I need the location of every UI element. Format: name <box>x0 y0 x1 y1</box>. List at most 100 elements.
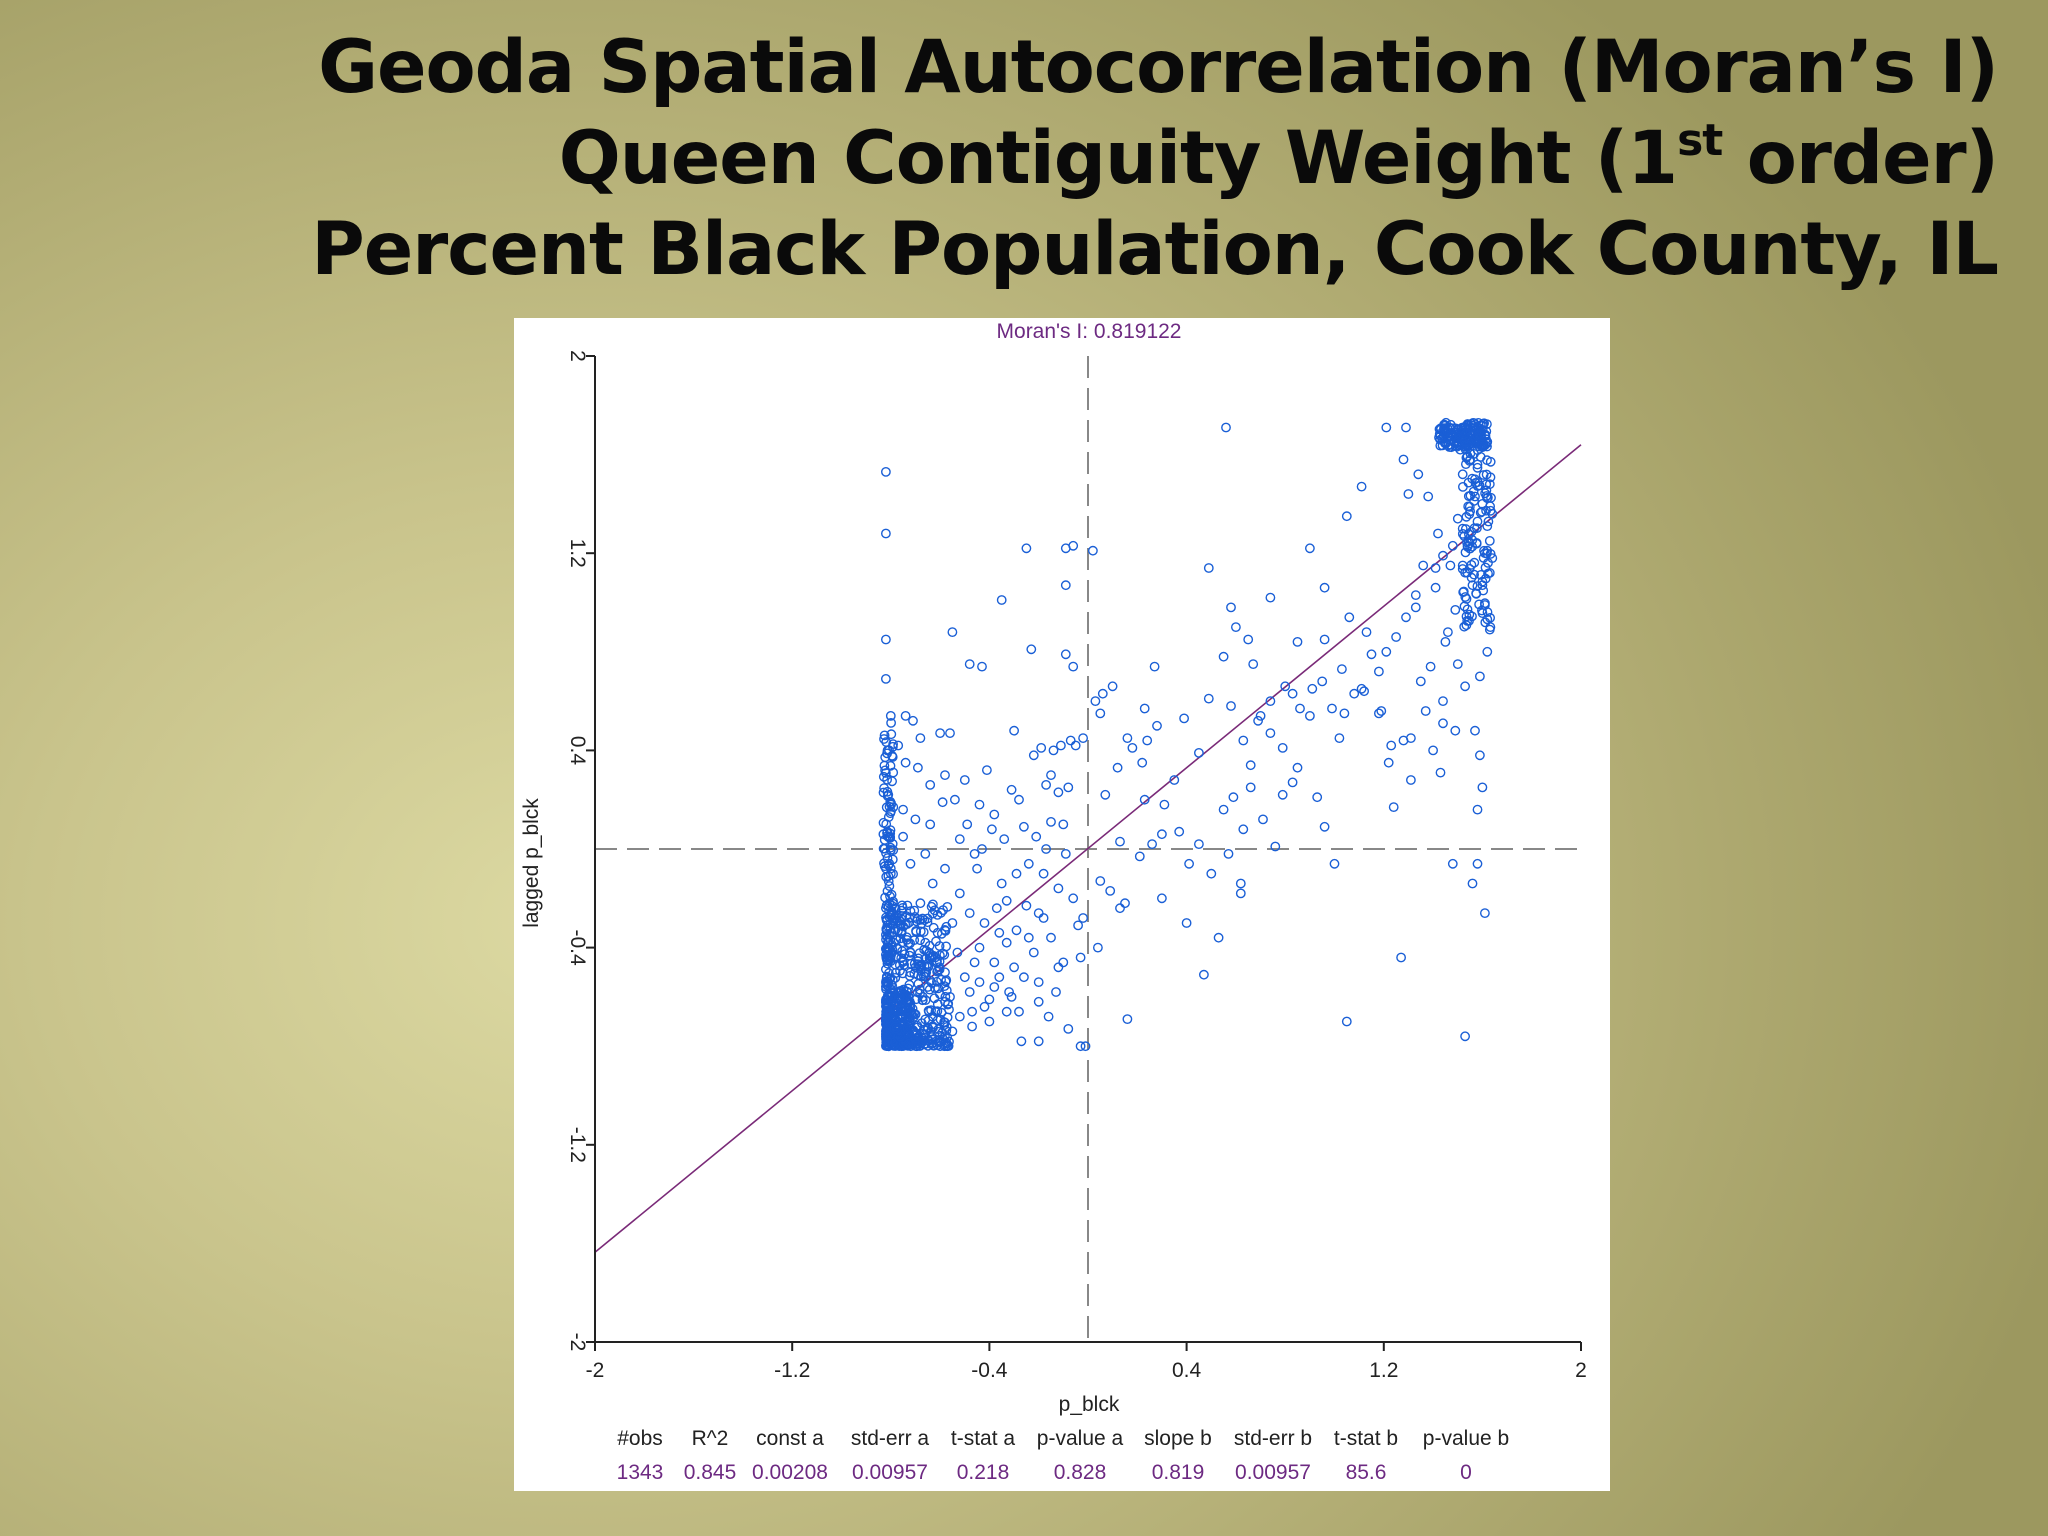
data-point <box>1093 942 1103 953</box>
data-point <box>1312 792 1323 803</box>
data-point <box>1058 957 1069 968</box>
data-point <box>915 898 926 909</box>
data-point <box>885 760 896 771</box>
data-point <box>1445 560 1456 571</box>
data-point <box>1452 659 1463 669</box>
data-point <box>1418 560 1429 571</box>
data-point <box>1245 760 1256 771</box>
data-point <box>882 791 893 801</box>
data-point <box>890 1013 900 1024</box>
data-point <box>1482 646 1493 657</box>
data-point <box>1383 757 1394 768</box>
data-point <box>1472 804 1483 815</box>
data-point <box>1467 580 1478 591</box>
data-point <box>1396 952 1406 963</box>
data-point <box>1006 784 1017 795</box>
data-point <box>913 959 923 969</box>
data-point <box>887 1037 898 1048</box>
data-point <box>928 922 939 933</box>
moran-scatterplot: Moran's I: 0.819122 -2 -1.2 -0.4 0.4 1.2 2 -2… <box>520 320 1587 1484</box>
data-point <box>1070 740 1081 751</box>
data-point <box>1238 735 1249 746</box>
data-point <box>1028 750 1039 761</box>
data-point <box>1480 598 1490 609</box>
data-point <box>1461 611 1472 622</box>
data-point <box>972 863 982 874</box>
data-point <box>942 902 953 912</box>
data-point <box>1231 622 1241 632</box>
data-point <box>926 978 937 988</box>
data-point <box>1258 814 1268 825</box>
data-point <box>1472 445 1483 456</box>
data-point <box>1226 602 1236 613</box>
data-point <box>1468 420 1479 431</box>
stats-value: 0.845 <box>684 1461 737 1484</box>
data-point <box>1009 962 1019 973</box>
data-point <box>1317 676 1328 687</box>
data-point <box>1415 676 1426 687</box>
data-point <box>880 768 891 778</box>
data-point <box>996 595 1007 605</box>
x-tick-label: -2 <box>586 1359 605 1382</box>
data-point <box>1461 511 1472 522</box>
data-point <box>1056 740 1066 751</box>
data-point <box>880 930 891 940</box>
data-point <box>1406 733 1416 743</box>
data-point <box>1053 962 1064 973</box>
data-point <box>952 947 963 958</box>
data-point <box>1462 419 1473 429</box>
data-point <box>903 1038 914 1049</box>
data-point <box>1478 470 1489 480</box>
stats-value: 0 <box>1460 1461 1472 1484</box>
data-point <box>1459 531 1470 542</box>
data-point <box>897 903 908 913</box>
data-point <box>891 1023 902 1034</box>
data-point <box>967 1021 977 1032</box>
data-point <box>1053 883 1064 894</box>
data-point <box>1218 804 1229 815</box>
data-point <box>959 775 970 785</box>
data-point <box>1139 794 1150 805</box>
data-point <box>1483 568 1493 579</box>
data-point <box>1430 582 1441 593</box>
data-point <box>1194 839 1204 849</box>
data-point <box>1434 432 1444 443</box>
stats-value: 1343 <box>617 1461 664 1484</box>
data-point <box>879 783 889 793</box>
data-point <box>1001 895 1012 906</box>
data-point <box>940 770 950 780</box>
data-point <box>1105 886 1116 896</box>
data-point <box>1235 878 1246 889</box>
data-point <box>1174 826 1185 837</box>
data-point <box>1060 849 1071 859</box>
data-point <box>1075 952 1086 963</box>
data-point <box>986 824 997 835</box>
data-point <box>1095 708 1106 719</box>
data-point <box>1470 725 1480 736</box>
data-point <box>1467 473 1478 484</box>
data-point <box>880 964 891 975</box>
data-point <box>1376 706 1387 716</box>
data-point <box>932 999 943 1010</box>
data-point <box>897 1033 908 1044</box>
data-point <box>977 844 987 854</box>
data-point <box>939 981 950 991</box>
data-point <box>905 938 915 949</box>
data-point <box>901 1005 912 1015</box>
data-point <box>920 972 931 982</box>
data-point <box>1361 627 1372 637</box>
data-point <box>887 776 897 787</box>
data-point <box>1199 969 1209 980</box>
data-point <box>1063 782 1074 793</box>
data-point <box>898 921 909 932</box>
title-line-1: Geoda Spatial Autocorrelation (Moran’s I… <box>318 25 1999 110</box>
data-point <box>1451 429 1461 440</box>
data-point <box>1046 770 1056 780</box>
data-point <box>1248 659 1259 669</box>
data-point <box>1112 762 1123 773</box>
y-tick-label: -1.2 <box>566 1127 589 1163</box>
data-point <box>945 728 955 738</box>
data-point <box>1450 604 1461 615</box>
y-tick-label: -0.4 <box>566 930 589 967</box>
y-axis-label: lagged p_blck <box>520 798 543 928</box>
